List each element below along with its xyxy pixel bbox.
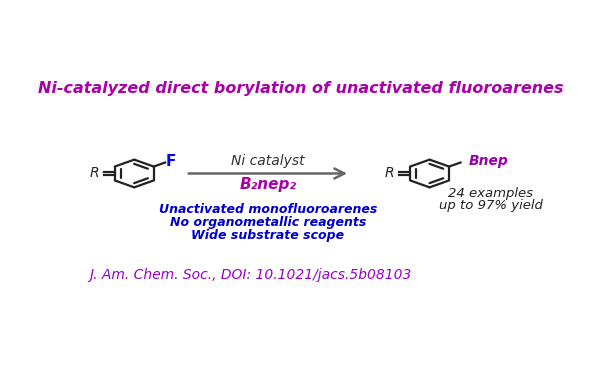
Text: Wide substrate scope: Wide substrate scope — [191, 229, 344, 242]
Text: F: F — [166, 154, 177, 169]
Text: R: R — [90, 166, 99, 180]
Text: J. Am. Chem. Soc., DOI: 10.1021/jacs.5b08103: J. Am. Chem. Soc., DOI: 10.1021/jacs.5b0… — [90, 267, 412, 282]
Text: up to 97% yield: up to 97% yield — [439, 200, 543, 212]
Text: Ni-catalyzed direct borylation of unactivated fluoroarenes: Ni-catalyzed direct borylation of unacti… — [38, 81, 563, 96]
Text: Bnep: Bnep — [469, 154, 509, 168]
Text: B₂nep₂: B₂nep₂ — [240, 177, 296, 192]
Text: Ni catalyst: Ni catalyst — [231, 154, 305, 168]
Text: Unactivated monofluoroarenes: Unactivated monofluoroarenes — [159, 203, 377, 216]
Text: No organometallic reagents: No organometallic reagents — [169, 216, 366, 229]
Text: R: R — [385, 166, 394, 180]
Text: 24 examples: 24 examples — [448, 187, 533, 200]
